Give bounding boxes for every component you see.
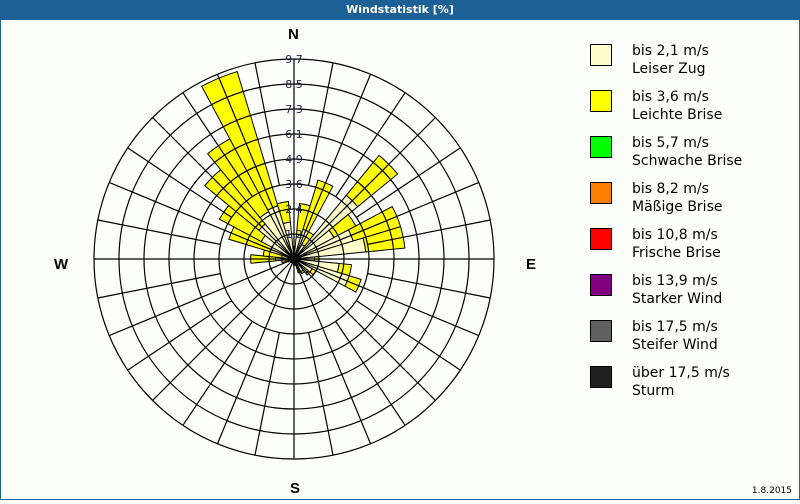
- legend-name: Sturm: [632, 382, 730, 400]
- compass-west-label: W: [54, 256, 68, 273]
- legend-name: Leichte Brise: [632, 106, 722, 124]
- wind-rose-chart: 1,2 2,4 3,6 4,9 6,1 7,3 8,5 9,7 N E S W: [0, 20, 560, 500]
- legend-range: bis 3,6 m/s: [632, 88, 722, 106]
- radial-tick-label: 7,3: [285, 103, 303, 116]
- radial-tick-label: 2,4: [285, 203, 303, 216]
- radial-tick-label: 6,1: [285, 128, 303, 141]
- legend-name: Frische Brise: [632, 244, 721, 262]
- date-label: 1.8.2015: [752, 486, 792, 496]
- legend-range: über 17,5 m/s: [632, 364, 730, 382]
- legend-name: Starker Wind: [632, 290, 722, 308]
- radial-tick-label: 8,5: [285, 78, 303, 91]
- legend-swatch: [590, 182, 612, 204]
- legend-range: bis 2,1 m/s: [632, 42, 709, 60]
- radial-tick-label: 9,7: [285, 53, 303, 66]
- legend-swatch: [590, 136, 612, 158]
- legend-range: bis 17,5 m/s: [632, 318, 718, 336]
- legend-range: bis 5,7 m/s: [632, 134, 742, 152]
- compass-east-label: E: [526, 256, 536, 273]
- wind-rose-plot: 1,2 2,4 3,6 4,9 6,1 7,3 8,5 9,7: [0, 20, 560, 500]
- legend-name: Mäßige Brise: [632, 198, 722, 216]
- window-title: Windstatistik [%]: [0, 0, 800, 20]
- compass-north-label: N: [288, 26, 299, 43]
- legend-swatch: [590, 90, 612, 112]
- legend-swatch: [590, 44, 612, 66]
- legend-swatch: [590, 274, 612, 296]
- legend-range: bis 8,2 m/s: [632, 180, 722, 198]
- legend-name: Steifer Wind: [632, 336, 718, 354]
- legend-swatch: [590, 366, 612, 388]
- compass-south-label: S: [290, 480, 300, 497]
- legend-name: Leiser Zug: [632, 60, 709, 78]
- legend-range: bis 10,8 m/s: [632, 226, 721, 244]
- legend-swatch: [590, 320, 612, 342]
- legend-range: bis 13,9 m/s: [632, 272, 722, 290]
- legend-name: Schwache Brise: [632, 152, 742, 170]
- radial-tick-label: 4,9: [285, 153, 303, 166]
- radial-tick-label: 3,6: [285, 178, 303, 191]
- legend-swatch: [590, 228, 612, 250]
- radial-tick-label: 1,2: [285, 228, 303, 241]
